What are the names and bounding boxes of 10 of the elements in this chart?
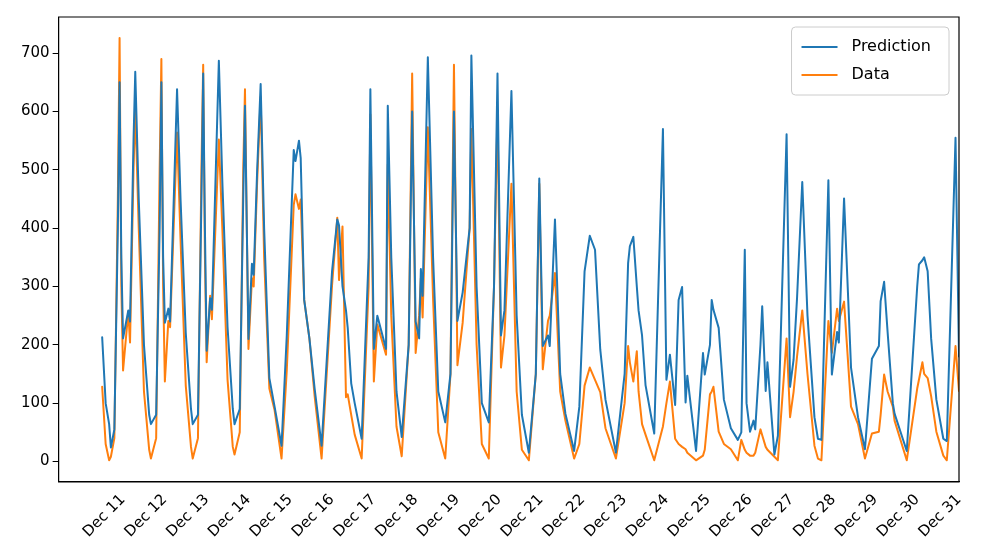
y-tick-label: 100 [20, 393, 50, 412]
y-tick-label: 300 [20, 276, 50, 295]
y-tick-label: 600 [20, 101, 50, 120]
y-tick-label: 0 [40, 451, 50, 470]
legend-label: Data [851, 64, 890, 84]
legend-label: Prediction [851, 36, 931, 56]
y-tick-label: 500 [20, 159, 50, 178]
y-tick-label: 400 [20, 218, 50, 237]
y-tick-label: 700 [20, 43, 50, 62]
y-tick-label: 200 [20, 334, 50, 353]
